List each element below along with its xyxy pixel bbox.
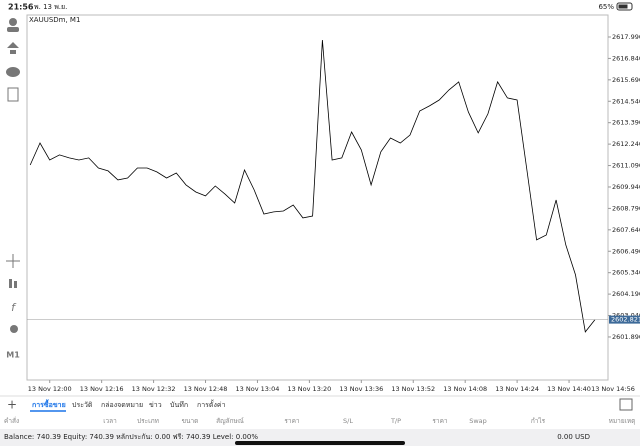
column-header: Swap xyxy=(469,417,487,425)
column-header: สัญลักษณ์ xyxy=(216,417,244,425)
icon-account[interactable] xyxy=(9,18,17,26)
left-toolbar: f xyxy=(6,18,20,333)
x-tick-label: 13 Nov 14:08 xyxy=(443,385,487,393)
y-tick-label: 2609.940 xyxy=(612,183,640,191)
y-tick-label: 2607.640 xyxy=(612,226,640,234)
x-tick-label: 13 Nov 13:04 xyxy=(236,385,280,393)
y-tick-label: 2612.240 xyxy=(612,140,640,148)
table-header: คำสั่ง เวลา ประเภท ขนาด สัญลักษณ์ ราคา S/L T/P ร… xyxy=(4,416,635,425)
icon-candles-2 xyxy=(14,281,17,288)
icon-new-order[interactable] xyxy=(7,87,19,102)
price-line xyxy=(29,39,596,333)
icon-expand[interactable] xyxy=(619,398,633,411)
column-header: ราคา xyxy=(432,417,447,425)
column-header: S/L xyxy=(343,417,353,425)
tab[interactable]: การตั้งค่า xyxy=(197,398,226,409)
x-tick-label: 13 Nov 12:32 xyxy=(132,385,176,393)
tab[interactable]: ข่าว xyxy=(149,401,162,409)
column-header: ขนาด xyxy=(182,417,199,425)
battery-level xyxy=(618,4,628,9)
y-tick-label: 2601.890 xyxy=(612,333,640,341)
y-tick-label: 2613.390 xyxy=(612,119,640,127)
tab[interactable]: การซื้อขาย xyxy=(32,398,66,409)
y-tick-label: 2614.540 xyxy=(612,97,640,105)
x-tick-label: 13 Nov 13:52 xyxy=(391,385,435,393)
column-header: กำไร xyxy=(531,417,546,425)
status-date: พ. 13 พ.ย. xyxy=(34,3,67,11)
balance: Balance: 740.39 Equity: 740.39 หลักประกั… xyxy=(4,433,258,441)
chart: 2617.990 2616.840 2615.690 2614.540 2613.390… xyxy=(27,33,640,393)
chart-frame xyxy=(26,14,609,381)
x-tick-label: 13 Nov 13:36 xyxy=(339,385,383,393)
x-tick-label: 13 Nov 14:24 xyxy=(495,385,539,393)
y-tick-label: 2608.790 xyxy=(612,204,640,212)
x-tick-label: 13 Nov 12:00 xyxy=(28,385,72,393)
y-tick-label: 2603.040 xyxy=(612,312,640,320)
x-tick-label: 13 Nov 12:48 xyxy=(184,385,228,393)
y-tick-label: 2617.990 xyxy=(612,33,640,41)
icon-objects[interactable] xyxy=(10,325,18,333)
y-tick-label: 2605.340 xyxy=(612,269,640,277)
icon-candles[interactable] xyxy=(9,279,12,288)
add-button[interactable]: + xyxy=(7,398,17,412)
battery-text: 65% xyxy=(598,3,614,11)
icon-chat[interactable] xyxy=(6,67,20,77)
tab[interactable]: ประวัติ xyxy=(72,401,93,409)
y-tick-label: 2616.840 xyxy=(612,54,640,62)
x-tick-label: 13 Nov 12:16 xyxy=(80,385,124,393)
y-tick-label: 2611.090 xyxy=(612,162,640,170)
x-tick-label: 13 Nov 14:56 xyxy=(591,385,635,393)
status-time: 21:56 xyxy=(8,3,34,12)
tab[interactable]: กล่องจดหมาย xyxy=(101,401,143,409)
column-header: ราคา xyxy=(284,417,299,425)
y-tick-label: 2615.690 xyxy=(612,76,640,84)
icon-crosshair[interactable] xyxy=(6,254,20,268)
y-tick-label: 2604.190 xyxy=(612,290,640,298)
total: 0.00 USD xyxy=(557,433,590,441)
column-header: หมายเหตุ xyxy=(609,417,636,425)
x-tick-label: 13 Nov 13:20 xyxy=(287,385,331,393)
timeframe[interactable]: M1 xyxy=(6,351,20,360)
column-header: ประเภท xyxy=(137,417,159,425)
icon-indicators[interactable]: f xyxy=(11,301,17,314)
column-header: T/P xyxy=(390,417,401,425)
y-tick-label: 2606.490 xyxy=(612,247,640,255)
chart-title: XAUUSDm, M1 xyxy=(29,16,80,24)
tabs: การซื้อขาย ประวัติ กล่องจดหมาย ข่าว บันทึก กา… xyxy=(30,398,226,412)
current-price-box xyxy=(609,315,640,324)
footer-bg xyxy=(0,429,640,446)
column-header: คำสั่ง xyxy=(4,416,19,425)
home-indicator xyxy=(235,441,405,445)
tab[interactable]: บันทึก xyxy=(170,400,188,409)
battery-icon xyxy=(616,2,633,11)
icon-account-body xyxy=(7,27,19,32)
column-header: เวลา xyxy=(103,417,117,425)
icon-trade[interactable] xyxy=(7,42,19,54)
x-tick-label: 13 Nov 14:40 xyxy=(547,385,591,393)
current-price-label: 2602.821 xyxy=(611,316,640,324)
